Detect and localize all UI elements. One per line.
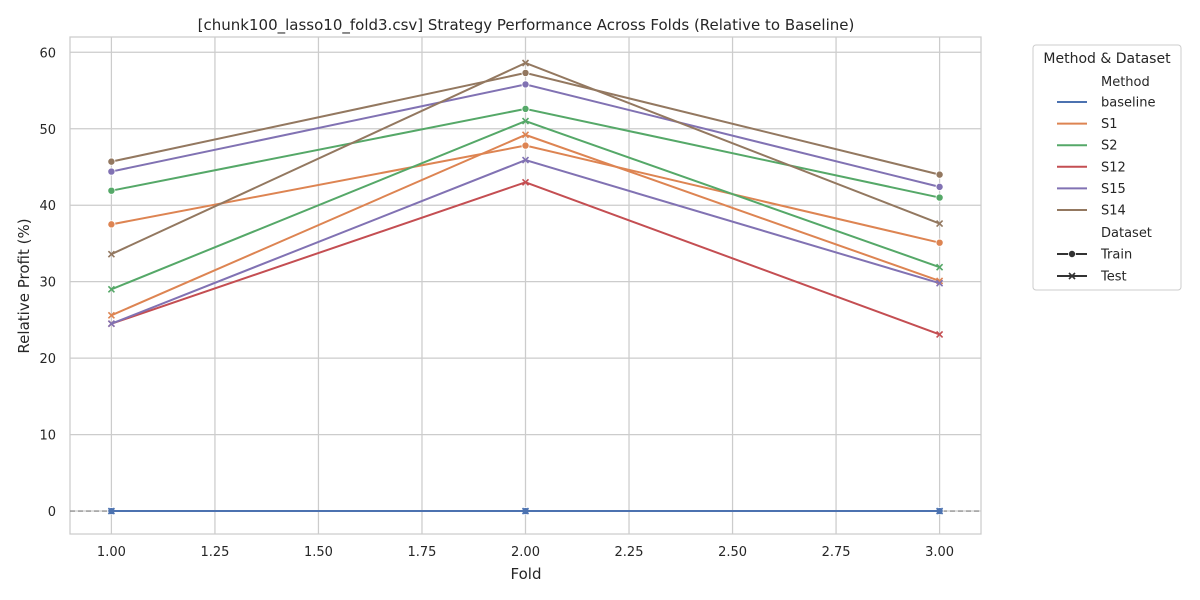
data-point bbox=[521, 104, 530, 113]
x-tick-label: 2.50 bbox=[718, 545, 747, 560]
data-point bbox=[107, 186, 116, 195]
y-tick-label: 50 bbox=[39, 123, 56, 138]
data-point bbox=[521, 141, 530, 150]
data-point bbox=[936, 279, 944, 287]
legend-title: Method & Dataset bbox=[1043, 51, 1171, 67]
legend-label: S1 bbox=[1101, 117, 1118, 132]
data-point bbox=[521, 178, 530, 186]
legend-marker bbox=[1068, 272, 1076, 280]
data-point bbox=[107, 320, 115, 328]
series-s14-test bbox=[107, 59, 944, 258]
data-point bbox=[521, 117, 530, 125]
data-point bbox=[936, 507, 944, 515]
series-group bbox=[107, 59, 944, 516]
data-point bbox=[521, 80, 530, 89]
series-s15-train bbox=[107, 80, 944, 191]
legend-label: Train bbox=[1100, 248, 1132, 263]
series-s2-test bbox=[107, 117, 944, 293]
data-point bbox=[521, 131, 530, 139]
data-point bbox=[935, 238, 944, 247]
x-tick-label: 2.75 bbox=[822, 545, 851, 560]
data-point bbox=[936, 220, 944, 228]
series-baseline-test bbox=[107, 507, 944, 515]
legend-label: S15 bbox=[1101, 182, 1126, 197]
chart-title: [chunk100_lasso10_fold3.csv] Strategy Pe… bbox=[198, 16, 855, 35]
legend-label: baseline bbox=[1101, 96, 1155, 111]
y-tick-label: 10 bbox=[39, 429, 56, 444]
y-tick-label: 60 bbox=[39, 46, 56, 61]
legend-datasets: Train Test bbox=[1057, 248, 1132, 285]
data-point bbox=[107, 507, 115, 515]
legend: Method & Dataset Method baseline S1 S2 S12 S… bbox=[1032, 44, 1182, 291]
y-tick-label: 40 bbox=[39, 199, 56, 214]
data-point bbox=[107, 157, 116, 166]
y-tick-label: 30 bbox=[39, 276, 56, 291]
legend-label: S14 bbox=[1101, 204, 1126, 219]
data-point bbox=[521, 59, 530, 67]
series-s14-train bbox=[107, 68, 944, 179]
legend-method-header: Method bbox=[1101, 75, 1150, 90]
x-tick-label: 1.75 bbox=[408, 545, 437, 560]
x-tick-label: 2.25 bbox=[615, 545, 644, 560]
y-tick-labels: 0 10 20 30 40 50 60 bbox=[39, 46, 56, 520]
data-point bbox=[107, 250, 115, 258]
legend-marker bbox=[1068, 249, 1077, 258]
legend-dataset-header: Dataset bbox=[1101, 226, 1152, 241]
legend-methods: baseline S1 S2 S12 S15 S14 bbox=[1057, 96, 1155, 219]
data-point bbox=[107, 220, 116, 229]
x-tick-label: 1.25 bbox=[200, 545, 229, 560]
data-point bbox=[935, 182, 944, 191]
data-point bbox=[936, 330, 944, 339]
legend-label: S2 bbox=[1101, 139, 1118, 154]
data-point bbox=[521, 68, 530, 77]
data-point bbox=[936, 263, 944, 271]
legend-label: S12 bbox=[1101, 160, 1126, 175]
x-tick-label: 1.00 bbox=[97, 545, 126, 560]
legend-label: Test bbox=[1100, 270, 1127, 285]
y-tick-label: 20 bbox=[39, 352, 56, 367]
x-tick-labels: 1.00 1.25 1.50 1.75 2.00 2.25 2.50 2.75 3.00 bbox=[97, 545, 954, 560]
series-s1-train bbox=[107, 141, 944, 247]
x-tick-label: 3.00 bbox=[925, 545, 954, 560]
x-tick-label: 2.00 bbox=[511, 545, 540, 560]
data-point bbox=[107, 311, 115, 319]
x-axis-title: Fold bbox=[511, 565, 542, 583]
data-point bbox=[935, 193, 944, 202]
data-point bbox=[107, 285, 115, 293]
x-tick-label: 1.50 bbox=[304, 545, 333, 560]
data-point bbox=[107, 167, 116, 176]
series-s2-train bbox=[107, 104, 944, 202]
y-axis-title: Relative Profit (%) bbox=[15, 218, 33, 353]
series-s15-test bbox=[107, 156, 944, 328]
data-point bbox=[935, 170, 944, 179]
y-tick-label: 0 bbox=[48, 505, 56, 520]
data-point bbox=[521, 156, 530, 164]
data-point bbox=[521, 507, 530, 515]
legend-box bbox=[1032, 44, 1182, 291]
